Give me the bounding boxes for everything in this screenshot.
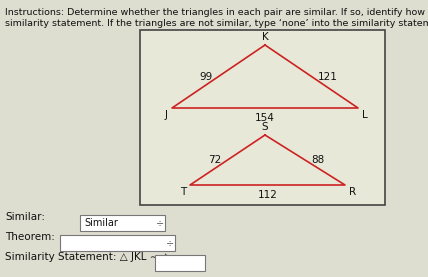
Text: 121: 121	[318, 71, 337, 81]
Text: 88: 88	[311, 155, 324, 165]
Text: Similar: Similar	[84, 218, 118, 228]
Text: Theorem:: Theorem:	[5, 232, 55, 242]
Text: R: R	[349, 187, 356, 197]
FancyBboxPatch shape	[60, 235, 175, 251]
Text: K: K	[262, 32, 268, 42]
Text: J: J	[165, 110, 168, 120]
FancyBboxPatch shape	[140, 30, 385, 205]
Text: T: T	[180, 187, 186, 197]
FancyBboxPatch shape	[155, 255, 205, 271]
Text: 99: 99	[199, 71, 212, 81]
Text: Instructions: Determine whether the triangles in each pair are similar. If so, i: Instructions: Determine whether the tria…	[5, 8, 428, 17]
Text: 112: 112	[258, 190, 277, 200]
Text: similarity statement. If the triangles are not similar, type ‘none’ into the sim: similarity statement. If the triangles a…	[5, 19, 428, 28]
Text: S: S	[262, 122, 268, 132]
Text: Similarity Statement: △ JKL ∼ △: Similarity Statement: △ JKL ∼ △	[5, 252, 170, 262]
Text: ÷: ÷	[166, 238, 174, 248]
Text: 154: 154	[255, 113, 275, 123]
Text: Similar:: Similar:	[5, 212, 45, 222]
FancyBboxPatch shape	[80, 215, 165, 231]
Text: L: L	[362, 110, 368, 120]
Text: ÷: ÷	[156, 218, 164, 228]
Text: 72: 72	[208, 155, 222, 165]
